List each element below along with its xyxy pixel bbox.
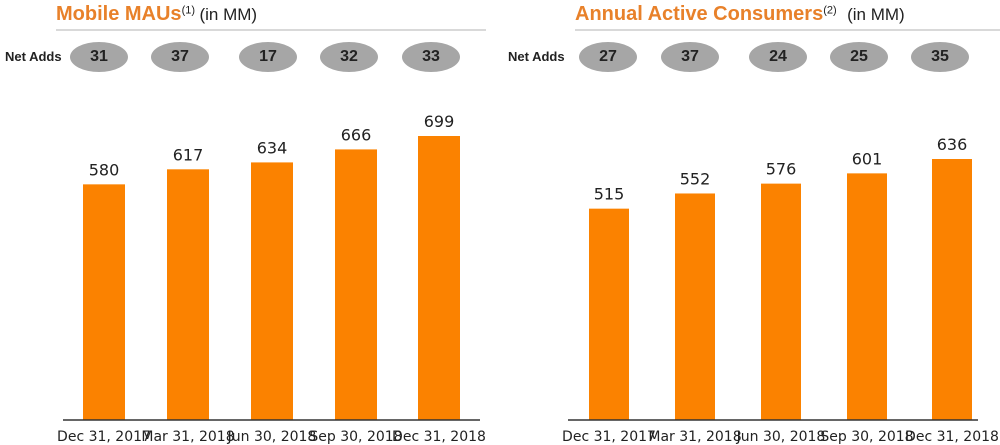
x-tick-label: Mar 31, 2018 xyxy=(648,429,741,445)
chart-title-text: Mobile MAUs xyxy=(56,3,182,25)
net-adds-pill: 24 xyxy=(749,42,807,72)
x-tick-label: Sep 30, 2018 xyxy=(820,429,913,445)
unit-label: (in MM) xyxy=(847,5,905,24)
net-adds-pill: 17 xyxy=(239,42,297,72)
bar xyxy=(335,149,377,421)
annual-active-consumers-panel: Annual Active Consumers(2) (in MM) Net A… xyxy=(500,0,1000,445)
chart-title: Annual Active Consumers(2) (in MM) xyxy=(575,3,905,26)
data-label: 580 xyxy=(89,160,120,179)
footnote-marker: (1) xyxy=(181,4,196,17)
data-label: 634 xyxy=(257,138,288,157)
footnote-marker: (2) xyxy=(823,4,837,17)
net-adds-pill: 27 xyxy=(579,42,637,72)
data-label: 552 xyxy=(680,169,711,188)
mobile-maus-panel: Mobile MAUs(1) (in MM) Net Adds 31 37 17… xyxy=(5,3,486,445)
bar xyxy=(932,159,972,420)
unit-label: (in MM) xyxy=(199,5,258,24)
net-adds-label: Net Adds xyxy=(508,49,565,64)
chart-title: Mobile MAUs(1) (in MM) xyxy=(56,3,257,26)
data-label: 617 xyxy=(173,145,204,164)
bar xyxy=(761,183,801,420)
data-label: 576 xyxy=(766,160,797,179)
title-divider xyxy=(56,29,486,31)
title-divider xyxy=(575,29,1000,31)
x-tick-label: Jun 30, 2018 xyxy=(736,429,826,445)
net-adds-pill: 35 xyxy=(911,42,969,72)
mobile-maus-chart: 580 Dec 31, 2017 617 Mar 31, 2018 634 Jun 30,… xyxy=(57,112,486,445)
bar xyxy=(251,162,293,420)
net-adds-label: Net Adds xyxy=(5,49,62,64)
x-tick-label: Mar 31, 2018 xyxy=(141,429,234,445)
net-adds-pill: 32 xyxy=(320,42,378,72)
x-tick-label: Jun 30, 2018 xyxy=(227,429,317,445)
data-label: 515 xyxy=(594,185,625,204)
bar xyxy=(418,136,460,420)
data-label: 666 xyxy=(341,125,372,144)
net-adds-pill: 37 xyxy=(151,42,209,72)
data-label: 601 xyxy=(852,149,883,168)
net-adds-pill: 33 xyxy=(402,42,460,72)
net-adds-pill: 37 xyxy=(661,42,719,72)
x-tick-label: Dec 31, 2017 xyxy=(57,429,151,445)
x-tick-label: Dec 31, 2018 xyxy=(392,429,486,445)
bar xyxy=(83,184,125,420)
x-tick-label: Dec 31, 2017 xyxy=(562,429,656,445)
chart-title-text: Annual Active Consumers xyxy=(575,3,824,25)
bar xyxy=(167,169,209,420)
bar xyxy=(675,193,715,420)
data-label: 636 xyxy=(937,135,968,154)
net-adds-pill: 25 xyxy=(830,42,888,72)
bar xyxy=(847,173,887,420)
data-label: 699 xyxy=(424,112,455,131)
bar xyxy=(589,208,629,420)
x-tick-label: Dec 31, 2018 xyxy=(905,429,999,445)
annual-active-consumers-chart: 515 Dec 31, 2017 552 Mar 31, 2018 576 Jun 30,… xyxy=(562,135,999,445)
net-adds-pill: 31 xyxy=(70,42,128,72)
x-tick-label: Sep 30, 2018 xyxy=(309,429,402,445)
